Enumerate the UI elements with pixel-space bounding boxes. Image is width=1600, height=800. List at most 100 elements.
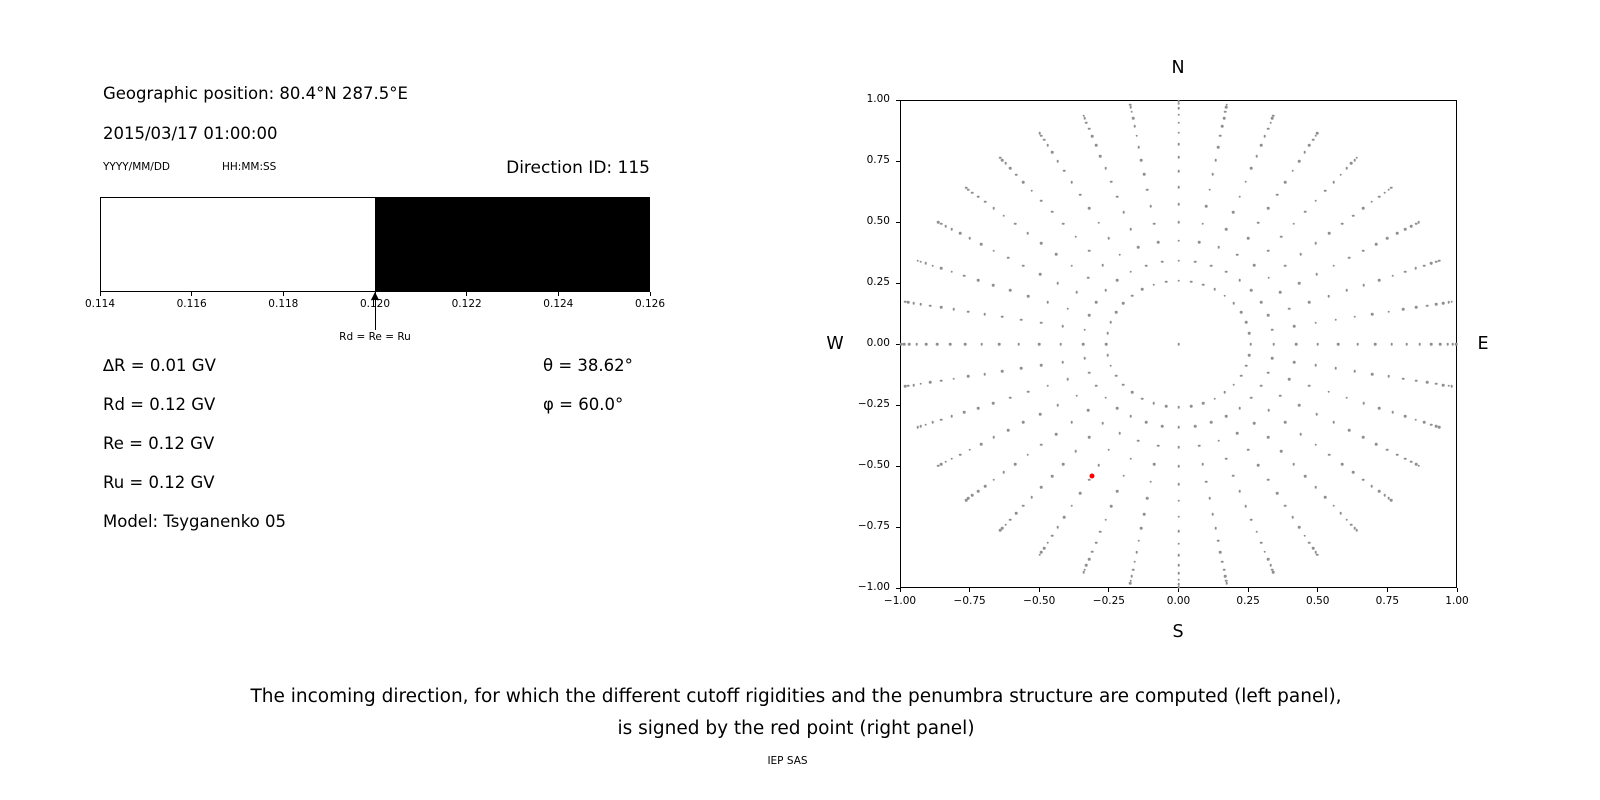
direction-grid-dot <box>939 379 943 382</box>
direction-grid-dot <box>1224 414 1228 418</box>
direction-grid-dot <box>1266 371 1270 374</box>
penumbra-segment <box>101 198 375 291</box>
direction-grid-dot <box>1297 281 1301 285</box>
direction-grid-dot <box>1250 396 1253 399</box>
direction-grid-dot <box>1410 224 1413 228</box>
direction-grid-dot <box>1042 138 1046 142</box>
direction-grid-dot <box>1429 262 1433 265</box>
direction-grid-dot <box>1143 512 1146 516</box>
direction-grid-dot <box>1403 228 1407 231</box>
direction-grid-dot <box>1315 132 1319 135</box>
direction-grid-dot <box>1217 245 1221 249</box>
direction-grid-dot <box>967 497 970 500</box>
plot-x-tick-label: 0.50 <box>1306 595 1330 607</box>
direction-grid-dot <box>1040 443 1043 447</box>
direction-grid-dot <box>1271 357 1274 360</box>
direction-grid-dot <box>1293 360 1296 364</box>
direction-grid-dot <box>1056 525 1060 529</box>
direction-grid-dot <box>1090 550 1094 554</box>
direction-grid-dot <box>1334 367 1338 370</box>
direction-grid-dot <box>1070 421 1074 424</box>
direction-grid-dot <box>1130 574 1134 578</box>
direction-grid-dot <box>1450 384 1454 388</box>
direction-grid-dot <box>1292 222 1295 226</box>
direction-grid-dot <box>1374 342 1377 346</box>
direction-grid-dot <box>1314 443 1317 447</box>
direction-grid-dot <box>1332 504 1335 508</box>
penumbra-axis-tick <box>466 292 468 296</box>
angle-line: φ = 60.0° <box>543 395 624 414</box>
direction-grid-dot <box>1040 321 1043 325</box>
direction-grid-dot <box>1414 462 1418 466</box>
direction-grid-dot <box>1083 116 1086 120</box>
direction-grid-dot <box>1266 436 1270 439</box>
direction-grid-dot <box>1214 158 1217 162</box>
direction-grid-dot <box>949 342 952 346</box>
direction-grid-dot <box>1061 360 1064 364</box>
direction-grid-dot <box>1401 377 1405 380</box>
direction-grid-dot <box>1353 315 1357 319</box>
direction-grid-dot <box>1050 474 1054 478</box>
direction-grid-dot <box>924 423 927 426</box>
direction-grid-dot <box>1131 116 1135 120</box>
direction-grid-dot <box>1193 424 1197 428</box>
direction-grid-dot <box>1177 279 1180 283</box>
direction-grid-dot <box>1197 444 1201 447</box>
direction-grid-dot <box>907 300 910 304</box>
direction-grid-dot <box>1130 110 1134 114</box>
direction-grid-dot <box>1236 432 1239 435</box>
direction-grid-dot <box>1129 106 1133 109</box>
direction-grid-dot <box>1351 214 1355 217</box>
direction-grid-dot <box>1078 193 1082 196</box>
direction-grid-dot <box>1177 445 1180 449</box>
direction-grid-dot <box>1414 267 1417 270</box>
direction-grid-dot <box>1451 342 1455 346</box>
direction-grid-dot <box>1293 324 1296 328</box>
direction-grid-dot <box>968 448 971 451</box>
direction-grid-dot <box>1308 144 1311 147</box>
penumbra-axis-tick <box>99 292 101 296</box>
parameter-line: Re = 0.12 GV <box>103 434 215 453</box>
direction-grid-dot <box>1201 222 1204 226</box>
direction-grid-dot <box>1328 231 1331 235</box>
direction-grid-dot <box>1387 188 1390 191</box>
direction-grid-dot <box>983 372 986 376</box>
direction-grid-dot <box>1437 259 1441 263</box>
direction-grid-dot <box>1177 542 1180 546</box>
direction-grid-dot <box>1377 490 1381 493</box>
direction-grid-dot <box>1066 307 1070 311</box>
direction-grid-dot <box>1109 364 1113 367</box>
direction-grid-dot <box>1109 180 1113 184</box>
direction-grid-dot <box>1252 421 1256 425</box>
direction-grid-dot <box>1387 497 1390 500</box>
direction-grid-dot <box>1224 579 1228 582</box>
direction-grid-dot <box>1213 288 1216 291</box>
direction-grid-dot <box>1231 211 1235 214</box>
direction-grid-dot <box>1085 564 1088 567</box>
direction-grid-dot <box>1417 464 1421 467</box>
direction-grid-dot <box>1259 144 1263 147</box>
direction-grid-dot <box>998 342 1001 346</box>
direction-grid-dot <box>1197 241 1201 244</box>
direction-grid-dot <box>1437 425 1441 429</box>
direction-grid-dot <box>1314 134 1317 138</box>
direction-grid-dot <box>1177 202 1180 206</box>
direction-grid-dot <box>1040 241 1043 245</box>
direction-grid-dot <box>1327 390 1330 394</box>
direction-grid-dot <box>1351 471 1355 474</box>
parameter-line: ∆R = 0.01 GV <box>103 356 216 375</box>
direction-grid-dot <box>1299 432 1303 436</box>
direction-grid-dot <box>1248 331 1251 335</box>
direction-grid-dot <box>1386 237 1389 240</box>
direction-grid-dot <box>1054 432 1058 436</box>
direction-grid-dot <box>1177 482 1180 486</box>
direction-grid-dot <box>1038 553 1042 556</box>
direction-grid-dot <box>1143 172 1146 176</box>
direction-grid-dot <box>1405 342 1408 346</box>
direction-grid-dot <box>1177 113 1180 116</box>
direction-grid-dot <box>1283 421 1287 424</box>
direction-grid-dot <box>1140 158 1143 162</box>
direction-grid-dot <box>1083 357 1086 360</box>
direction-grid-dot <box>1070 264 1074 267</box>
plot-x-tick-label: −1.00 <box>883 595 917 607</box>
